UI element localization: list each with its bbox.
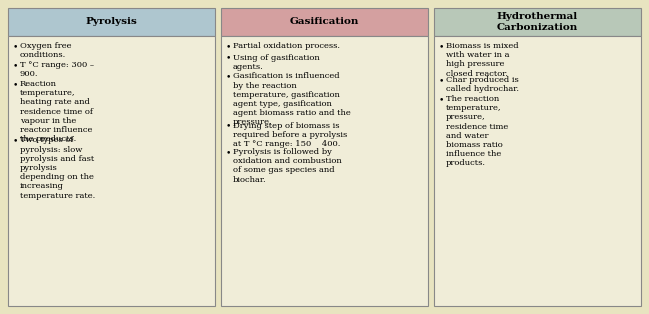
Text: Oxygen free
conditions.: Oxygen free conditions. [20,42,71,59]
Text: Using of gasification
agents.: Using of gasification agents. [233,53,320,71]
Text: •: • [226,53,232,62]
Text: •: • [13,80,18,89]
Text: •: • [226,122,232,131]
Bar [8,8,215,36]
Text: Drying step of biomass is
required before a pyrolysis
at T °C range: 150    400.: Drying step of biomass is required befor… [233,122,347,148]
Text: Two types of
pyrolysis: slow
pyrolysis and fast
pyrolysis
depending on the
incre: Two types of pyrolysis: slow pyrolysis a… [20,137,95,200]
Bar [221,36,428,306]
Text: The reaction
temperature,
pressure,
residence time
and water
biomass ratio
influ: The reaction temperature, pressure, resi… [446,95,508,167]
Bar [8,36,215,306]
Text: T °C range: 300 –
900.: T °C range: 300 – 900. [20,61,94,78]
Text: Partial oxidation process.: Partial oxidation process. [233,42,340,50]
Bar [434,8,641,36]
Text: Biomass is mixed
with water in a
high pressure
closed reactor.: Biomass is mixed with water in a high pr… [446,42,519,78]
Text: •: • [226,73,232,82]
Text: Pyrolysis: Pyrolysis [86,18,138,26]
Text: Gasification is influenced
by the reaction
temperature, gasification
agent type,: Gasification is influenced by the reacti… [233,73,350,127]
Bar [221,8,428,36]
Text: Reaction
temperature,
heating rate and
residence time of
vapour in the
reactor i: Reaction temperature, heating rate and r… [20,80,93,143]
Text: •: • [439,76,445,85]
Text: •: • [226,148,232,157]
Bar [434,36,641,306]
Text: Char produced is
called hydrochar.: Char produced is called hydrochar. [446,76,519,93]
Text: Hydrothermal
Carbonization: Hydrothermal Carbonization [497,12,578,32]
Text: •: • [226,42,232,51]
Text: Gasification: Gasification [290,18,359,26]
Text: •: • [439,95,445,104]
Text: Pyrolysis is followed by
oxidation and combustion
of some gas species and
biocha: Pyrolysis is followed by oxidation and c… [233,148,342,184]
Text: •: • [13,42,18,51]
Text: •: • [13,61,18,70]
Text: •: • [13,137,18,145]
Text: •: • [439,42,445,51]
